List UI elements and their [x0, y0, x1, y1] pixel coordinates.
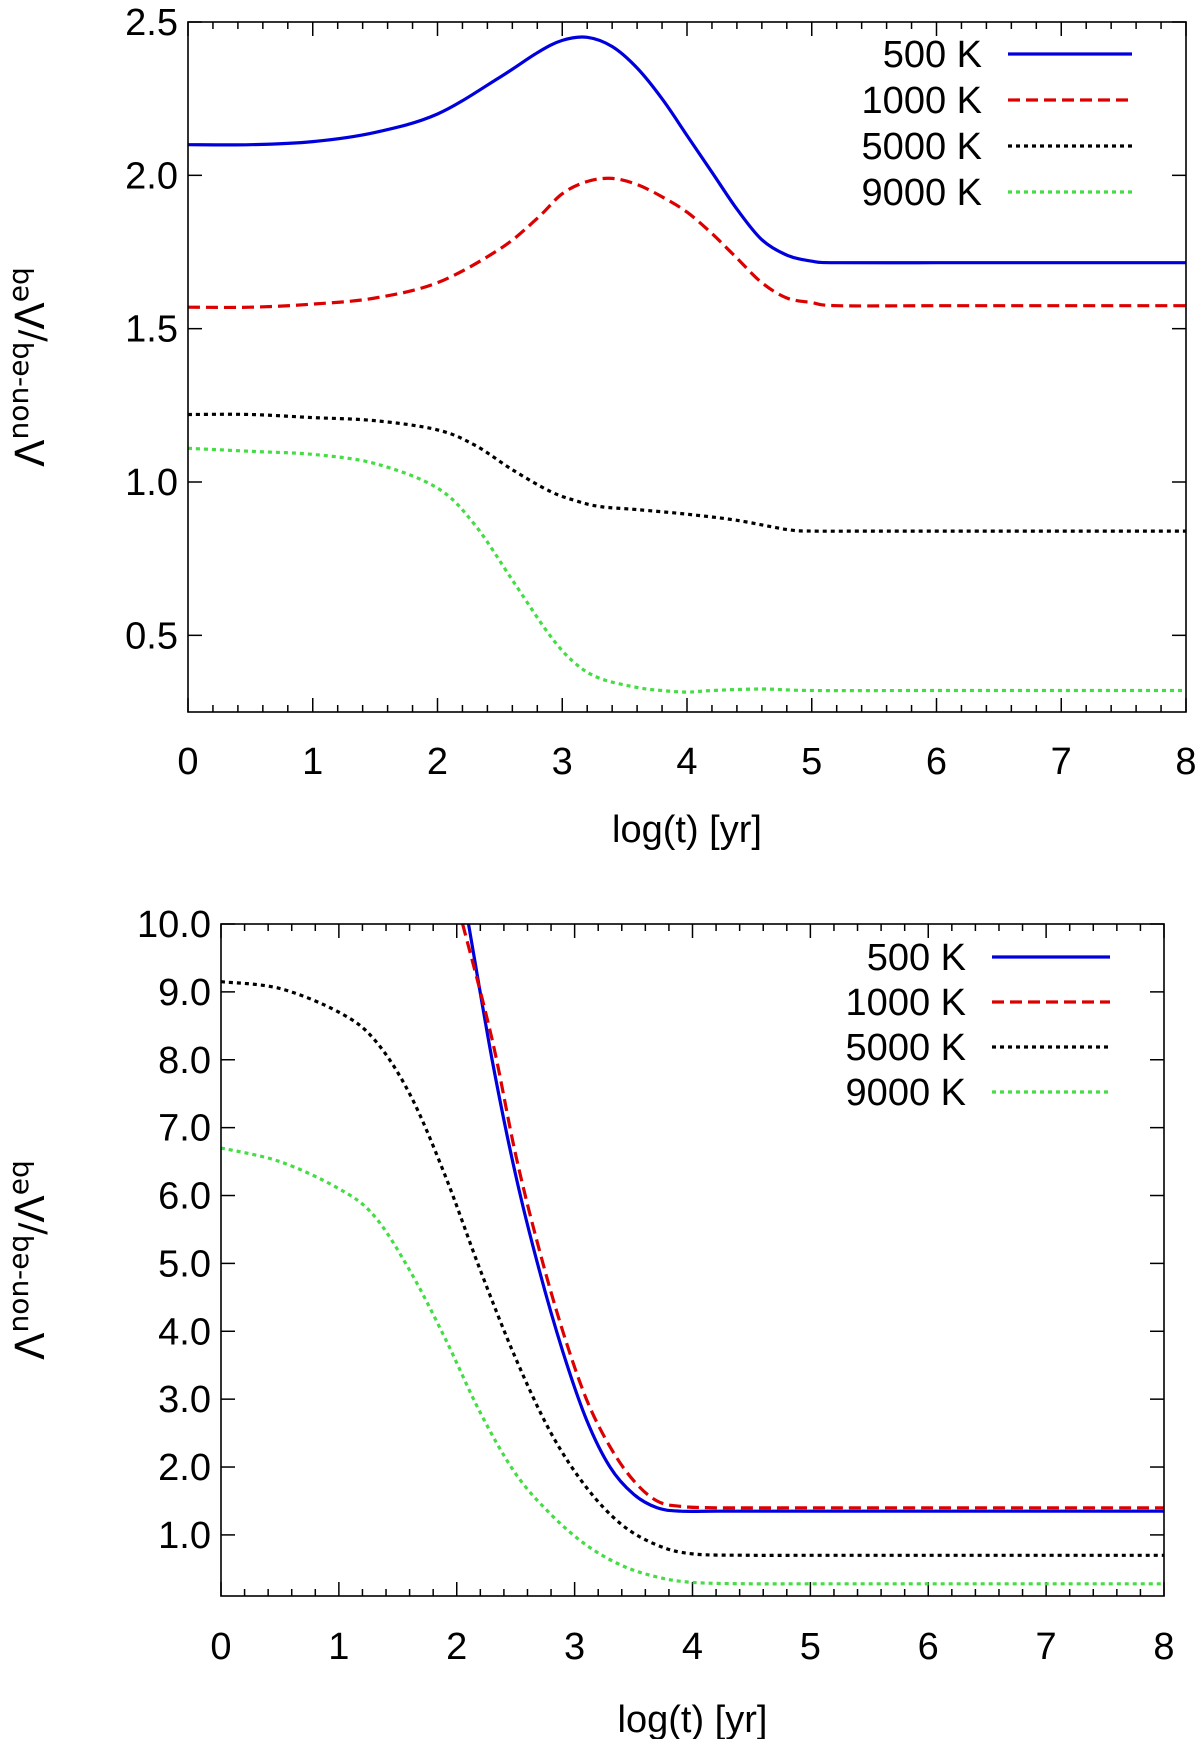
legend-label: 500 K	[883, 34, 982, 76]
plot-frame	[220, 923, 1165, 1597]
y-tick-label: 4.0	[158, 1311, 211, 1353]
x-tick-label: 5	[801, 741, 822, 783]
y-tick-label: 8.0	[158, 1040, 211, 1082]
y-axis-label-part: eq	[2, 1160, 35, 1195]
series-lines	[221, 924, 1164, 1586]
x-tick-label: 8	[1175, 741, 1196, 783]
plot-frame	[187, 21, 1187, 713]
x-axis-label: log(t) [yr]	[612, 809, 762, 851]
y-axis-label-part: non-eq	[2, 342, 35, 440]
x-tick-label: 3	[564, 1626, 585, 1668]
x-axis-label: log(t) [yr]	[618, 1699, 768, 1739]
y-tick-label: 5.0	[158, 1243, 211, 1285]
y-tick-label: 6.0	[158, 1176, 211, 1218]
y-tick-label: 9.0	[158, 972, 211, 1014]
y-axis-label-part: Λ	[8, 439, 54, 467]
series-line-5000-k	[221, 980, 1164, 1557]
y-tick-label: 2.5	[125, 2, 178, 44]
legend-label: 5000 K	[862, 126, 982, 168]
x-tick-label: 6	[918, 1626, 939, 1668]
y-tick-label: 2.0	[125, 155, 178, 197]
series-line-1000-k	[188, 176, 1186, 310]
x-tick-label: 1	[328, 1626, 349, 1668]
bottom-panel: 0 1 2 3 4 5 6 7 8 1.0 2.0 3.0 4.0 5.0 6.0 7.0 8.0 9.0 10.0…	[2, 904, 1175, 1739]
x-tick-label: 6	[926, 741, 947, 783]
top-panel: 0 1 2 3 4 5 6 7 8 0.5 1.0 1.5 2.0 2.5 log(t) [yr] Λnon-…	[2, 2, 1197, 851]
x-tick-label: 4	[682, 1626, 703, 1668]
series-line-1000-k	[461, 924, 1164, 1510]
x-tick-label: 8	[1153, 1626, 1174, 1668]
y-axis-label-part: Λ	[8, 302, 54, 330]
series-line-9000-k	[221, 1146, 1164, 1586]
x-tick-label: 0	[210, 1626, 231, 1668]
x-tick-label: 1	[302, 741, 323, 783]
y-axis-label-part: Λ	[8, 1195, 54, 1223]
x-tick-label: 3	[552, 741, 573, 783]
legend-label: 1000 K	[846, 982, 966, 1024]
y-tick-label: 1.5	[125, 309, 178, 351]
y-axis-label: Λnon-eq/Λeq	[2, 1160, 54, 1360]
y-tick-label: 3.0	[158, 1379, 211, 1421]
legend-label: 9000 K	[862, 172, 982, 214]
y-tick-label: 7.0	[158, 1108, 211, 1150]
y-axis-label-part: Λ	[8, 1332, 54, 1360]
series-line-9000-k	[188, 446, 1186, 694]
y-tick-label: 10.0	[137, 904, 211, 946]
series-line-500-k	[466, 924, 1164, 1514]
y-tick-label: 0.5	[125, 615, 178, 657]
x-tick-label: 5	[800, 1626, 821, 1668]
x-tick-label: 0	[177, 741, 198, 783]
legend-label: 500 K	[867, 937, 966, 979]
x-tick-label: 4	[676, 741, 697, 783]
legend-label: 1000 K	[862, 80, 982, 122]
x-tick-label: 7	[1051, 741, 1072, 783]
y-tick-label: 2.0	[158, 1447, 211, 1489]
x-tick-label: 7	[1036, 1626, 1057, 1668]
x-tick-label: 2	[446, 1626, 467, 1668]
y-tick-label: 1.0	[158, 1515, 211, 1557]
y-tick-label: 1.0	[125, 462, 178, 504]
series-line-500-k	[188, 35, 1186, 265]
series-lines	[188, 35, 1186, 694]
y-axis-label-part: /	[12, 329, 53, 342]
series-line-5000-k	[188, 412, 1186, 533]
y-axis-label-part: /	[12, 1222, 53, 1235]
y-axis-label: Λnon-eq/Λeq	[2, 267, 54, 467]
y-axis-label-part: eq	[2, 267, 35, 302]
x-tick-label: 2	[427, 741, 448, 783]
legend-label: 9000 K	[846, 1072, 966, 1114]
y-axis-label-part: non-eq	[2, 1235, 35, 1333]
legend-label: 5000 K	[846, 1027, 966, 1069]
